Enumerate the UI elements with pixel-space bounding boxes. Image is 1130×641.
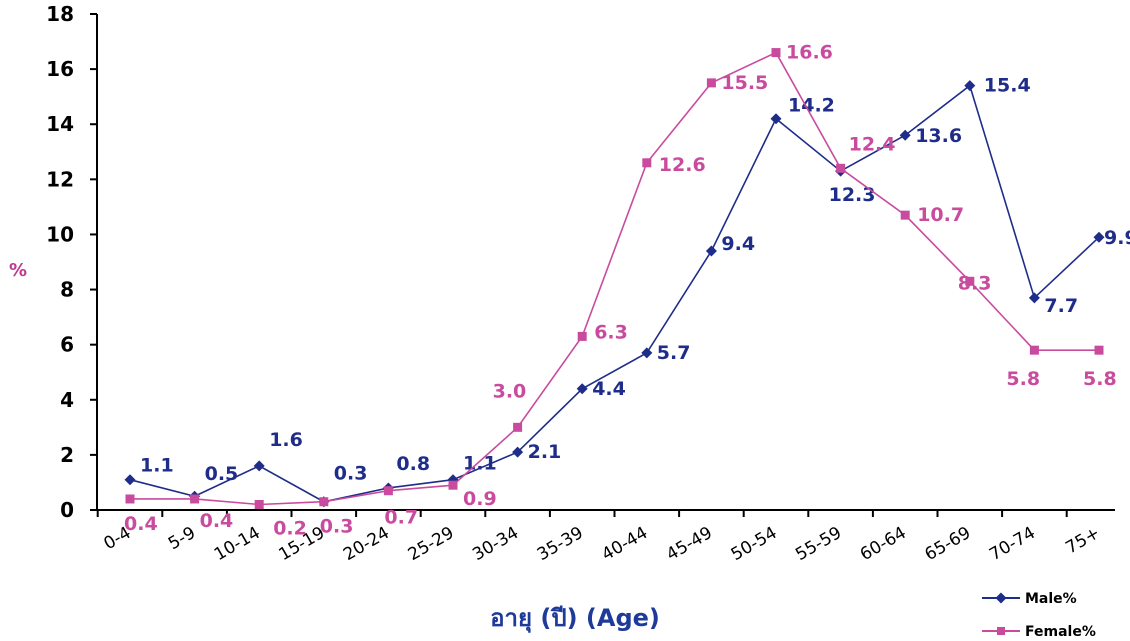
data-point — [1094, 345, 1104, 355]
data-label: 4.4 — [592, 378, 626, 400]
data-label: 0.2 — [273, 517, 307, 539]
x-tick-label: 65-69 — [922, 523, 975, 565]
legend-marker-male — [995, 592, 1007, 604]
data-point — [964, 80, 976, 92]
series-male: 1.1 0.51.60.3 0.8 1.12.14.45.79.414.212.313… — [124, 75, 1130, 508]
y-tick-label: 0 — [60, 498, 74, 522]
y-tick-label: 16 — [46, 57, 74, 81]
x-tick-label: 40-44 — [599, 523, 652, 565]
legend-label-male: Male% — [1025, 591, 1077, 607]
data-label: 15.5 — [721, 72, 768, 94]
legend-marker-female — [997, 627, 1005, 635]
legend-item-female: Female% — [982, 624, 1096, 640]
x-axis: 0-4 5-9 10-14 15-19 20-24 25-29 30-34 35-39 40-4… — [96, 509, 1115, 565]
y-tick-label: 10 — [46, 222, 74, 246]
x-tick-label: 35-39 — [534, 523, 587, 565]
data-label: 13.6 — [915, 125, 962, 147]
data-point — [383, 486, 393, 496]
x-tick-label: 5-9 — [165, 523, 199, 554]
data-point — [770, 113, 782, 125]
data-point — [705, 245, 717, 257]
series-line — [129, 84, 1100, 503]
data-point — [319, 497, 329, 507]
x-tick-label: 45-49 — [663, 523, 716, 565]
y-tick-label: 12 — [46, 167, 74, 191]
data-label: 1.1 — [140, 455, 174, 477]
data-point — [965, 276, 975, 286]
data-point — [899, 129, 911, 141]
data-label: 10.7 — [917, 204, 964, 226]
y-tick-label: 8 — [60, 278, 74, 302]
data-label: 0.9 — [463, 488, 497, 510]
data-label: 0.4 — [200, 510, 234, 532]
data-point — [706, 78, 716, 88]
y-tick-group: 0 2 4 6 8 10 12 14 16 18 — [46, 2, 97, 522]
data-label: 12.4 — [849, 133, 896, 155]
data-label: 0.8 — [396, 453, 430, 475]
y-tick-label: 18 — [46, 2, 74, 26]
y-tick-label: 6 — [60, 333, 74, 357]
legend-item-male: Male% — [982, 591, 1077, 607]
data-point — [1028, 292, 1040, 304]
legend-label-female: Female% — [1025, 624, 1096, 640]
y-tick-label: 14 — [46, 112, 74, 136]
x-tick-group: 0-4 5-9 10-14 15-19 20-24 25-29 30-34 35-39 40-4… — [96, 510, 1104, 565]
data-point — [900, 210, 910, 220]
y-axis-title: % — [9, 260, 27, 281]
data-label: 3.0 — [493, 380, 527, 402]
data-point — [836, 163, 846, 173]
data-label: 9.9 — [1104, 227, 1130, 249]
data-point — [771, 48, 781, 58]
data-label: 16.6 — [786, 42, 833, 64]
x-axis-title: อายุ (ปี) (Age) — [490, 604, 660, 634]
x-tick-label: 55-59 — [792, 523, 845, 565]
data-point — [124, 474, 136, 486]
data-label: 5.7 — [657, 342, 691, 364]
x-tick-label: 50-54 — [728, 523, 781, 565]
data-label: 5.8 — [1083, 368, 1117, 390]
y-axis: 0 2 4 6 8 10 12 14 16 18 — [46, 2, 98, 522]
data-point — [642, 158, 652, 168]
data-label: 12.6 — [659, 154, 706, 176]
data-label: 1.6 — [269, 429, 303, 451]
data-point — [1093, 231, 1105, 243]
data-label: 0.7 — [384, 507, 418, 529]
data-point — [577, 331, 587, 341]
y-tick-label: 2 — [60, 443, 74, 467]
y-tick-label: 4 — [60, 388, 74, 412]
data-point — [254, 499, 264, 509]
data-point — [513, 422, 523, 432]
data-label: 0.3 — [320, 516, 354, 538]
data-label: 5.8 — [1006, 368, 1040, 390]
data-point — [448, 480, 458, 490]
data-point — [576, 383, 588, 395]
legend: Male% Female% — [982, 591, 1096, 640]
data-point — [1029, 345, 1039, 355]
data-label: 6.3 — [594, 321, 628, 343]
data-label: 0.5 — [205, 463, 239, 485]
series-female: 0.4 0.4 0.2 0.3 0.7 0.9 3.0 6.3 12.6 15.5 16.6 12.4… — [124, 42, 1117, 540]
x-tick-label: 25-29 — [405, 523, 458, 565]
data-point — [512, 446, 524, 458]
x-tick-label: 30-34 — [469, 523, 522, 565]
data-label: 0.3 — [334, 463, 368, 485]
series-group: 1.1 0.51.60.3 0.8 1.12.14.45.79.414.212.313… — [124, 42, 1130, 540]
data-label: 14.2 — [788, 95, 835, 117]
data-point — [190, 494, 200, 504]
x-tick-label: 75+ — [1062, 523, 1103, 558]
data-label: 15.4 — [984, 75, 1031, 97]
series-line — [130, 51, 1099, 506]
data-point — [641, 347, 653, 359]
data-point — [125, 494, 135, 504]
x-tick-label: 60-64 — [857, 523, 910, 565]
data-point — [253, 460, 265, 472]
x-tick-label: 70-74 — [986, 523, 1039, 565]
data-label: 9.4 — [721, 233, 755, 255]
data-label: 12.3 — [829, 184, 876, 206]
data-label: 7.7 — [1044, 295, 1078, 317]
data-label: 2.1 — [528, 441, 562, 463]
data-label: 8.3 — [958, 272, 992, 294]
data-label: 0.4 — [124, 513, 158, 535]
